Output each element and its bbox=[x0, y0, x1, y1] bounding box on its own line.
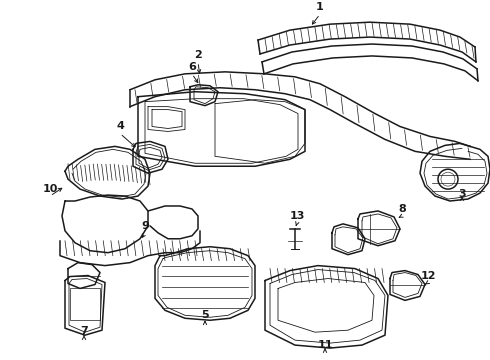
Text: 9: 9 bbox=[141, 221, 149, 231]
Bar bbox=[70, 288, 100, 320]
Text: 11: 11 bbox=[317, 340, 333, 350]
Text: 12: 12 bbox=[420, 270, 436, 280]
Text: 4: 4 bbox=[116, 121, 124, 131]
Text: 3: 3 bbox=[458, 189, 466, 199]
Text: 7: 7 bbox=[80, 326, 88, 336]
Text: 6: 6 bbox=[188, 62, 196, 72]
Text: 1: 1 bbox=[316, 2, 324, 12]
Text: 2: 2 bbox=[194, 50, 202, 60]
Text: 10: 10 bbox=[42, 184, 58, 194]
Text: 8: 8 bbox=[398, 204, 406, 214]
Text: 13: 13 bbox=[289, 211, 305, 221]
Text: 5: 5 bbox=[201, 310, 209, 320]
